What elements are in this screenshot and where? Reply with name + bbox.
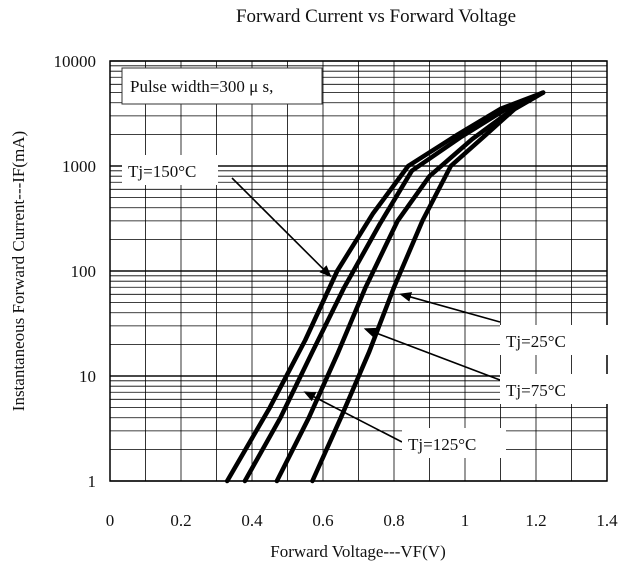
annotation-arrow — [363, 327, 501, 381]
annotation-arrow — [231, 177, 332, 278]
note-box — [121, 67, 323, 105]
annotation-label: Tj=75°C — [506, 381, 566, 400]
x-grid — [145, 61, 572, 481]
y-tick-labels: 1 10 100 1000 10000 — [54, 52, 97, 491]
plot-frame — [109, 60, 608, 482]
x-tick-label: 1.2 — [525, 511, 546, 530]
series-line — [274, 90, 546, 484]
annotation-box — [500, 325, 608, 355]
x-axis-label: Forward Voltage---VF(V) — [270, 542, 445, 561]
annotation-arrow — [399, 292, 501, 323]
annotation-box — [402, 428, 506, 458]
x-tick-label: 0.8 — [383, 511, 404, 530]
annotation-box — [122, 155, 218, 185]
annotation-label: Tj=25°C — [506, 332, 566, 351]
x-tick-labels: 0 0.2 0.4 0.6 0.8 1 1.2 1.4 — [106, 511, 618, 530]
annotation-box — [500, 374, 608, 404]
x-tick-label: 0.4 — [241, 511, 263, 530]
annotation-arrow — [303, 391, 403, 443]
y-tick-label: 100 — [71, 262, 97, 281]
y-tick-label: 10000 — [54, 52, 97, 71]
x-tick-label: 0.6 — [312, 511, 333, 530]
annotation-label: Tj=150°C — [128, 162, 196, 181]
x-tick-label: 0.2 — [170, 511, 191, 530]
y-tick-label: 1000 — [62, 157, 96, 176]
x-tick-label: 0 — [106, 511, 115, 530]
series-line — [224, 90, 546, 484]
annotation-label: Tj=125°C — [408, 435, 476, 454]
chart-title: Forward Current vs Forward Voltage — [236, 6, 516, 27]
y-axis-label: Instantaneous Forward Current---IF(mA) — [9, 131, 28, 411]
series-lines — [224, 90, 546, 484]
x-tick-label: 1 — [461, 511, 470, 530]
y-tick-label: 10 — [79, 367, 96, 386]
series-line — [310, 90, 546, 484]
annotations: Tj=150°C Tj=25°C Tj=75°C Tj=125°C — [122, 155, 608, 458]
series-line — [242, 90, 546, 484]
note-text: Pulse width=300 μ s, — [130, 77, 273, 96]
y-tick-label: 1 — [88, 472, 97, 491]
x-tick-label: 1.4 — [596, 511, 618, 530]
